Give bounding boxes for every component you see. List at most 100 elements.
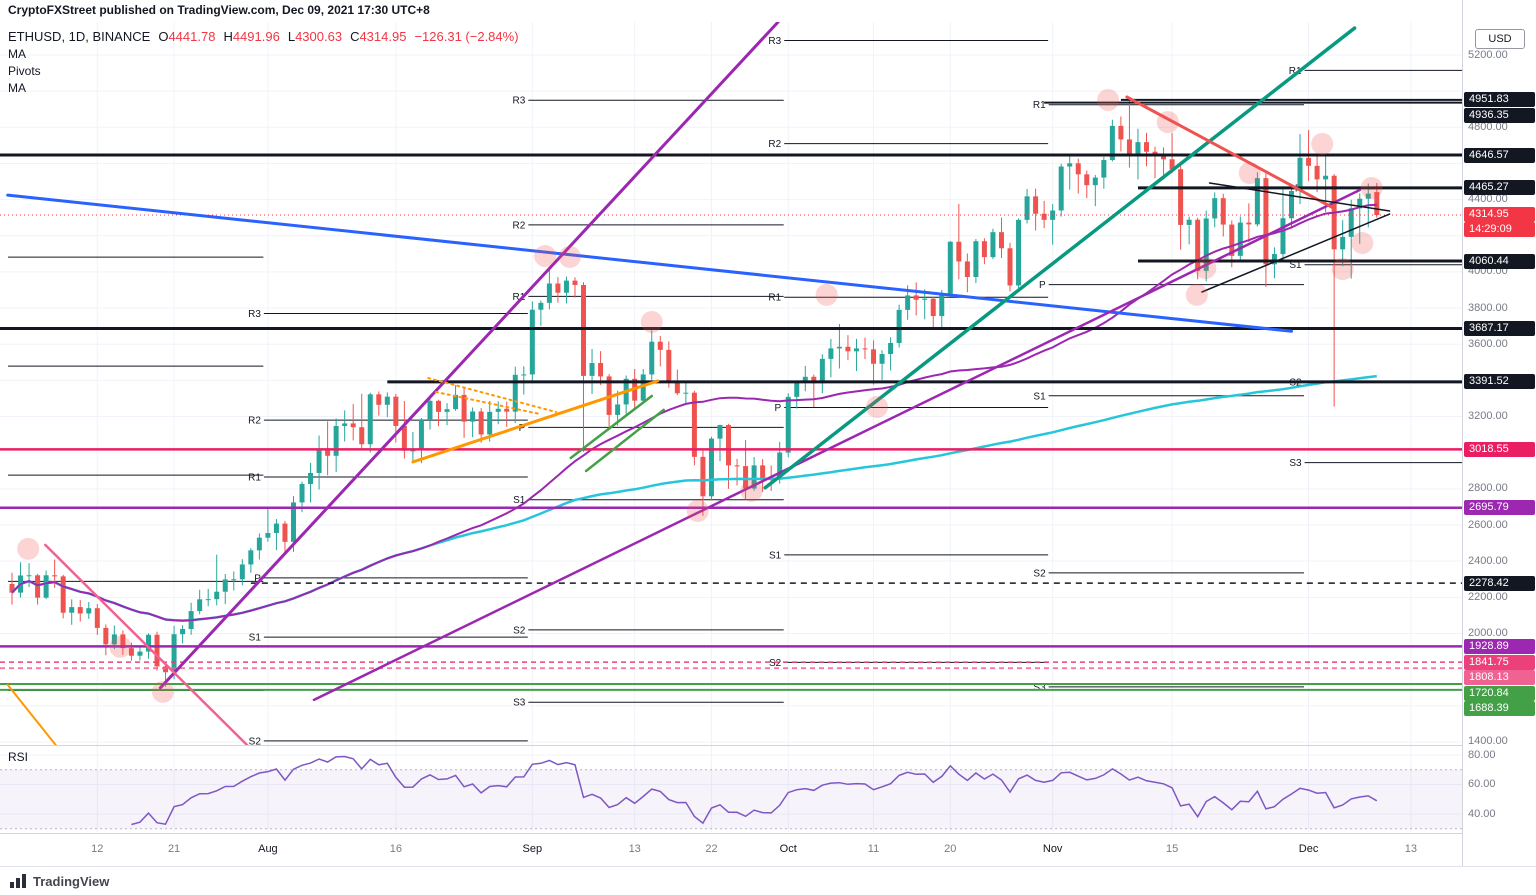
trendline[interactable] [427, 377, 558, 414]
rsi-pane [0, 755, 1462, 830]
price-tick: 2800.00 [1468, 482, 1508, 495]
candle-body [930, 298, 936, 317]
candle-body [1357, 198, 1363, 209]
price-level-badge: 3391.52 [1464, 374, 1535, 390]
trendline[interactable] [6, 193, 1293, 333]
candle-body [794, 382, 800, 397]
candle-body [239, 564, 245, 580]
pivot-label-r2: R2 [768, 139, 781, 150]
candle-body [555, 283, 561, 293]
trendline[interactable] [6, 683, 58, 748]
candle-body [726, 425, 732, 466]
swing-highlight-circle [1331, 258, 1354, 281]
low-label: L [287, 29, 296, 44]
candle-body [666, 349, 672, 381]
trendline[interactable] [44, 543, 250, 748]
pivot-label-p: P [775, 403, 782, 414]
trendline[interactable] [312, 188, 1361, 702]
trendline[interactable] [434, 390, 542, 416]
trendline[interactable] [584, 408, 665, 473]
candle-body [367, 394, 373, 445]
candle-body [1348, 208, 1354, 237]
currency-button[interactable]: USD [1475, 29, 1525, 49]
price-tick: 3200.00 [1468, 410, 1508, 423]
candle-body [290, 502, 296, 542]
price-tick: 2200.00 [1468, 590, 1508, 603]
candle-body [529, 309, 535, 375]
trendline[interactable] [158, 22, 780, 690]
candle-body [393, 396, 399, 426]
trendline[interactable] [763, 26, 1357, 490]
candle-body [777, 452, 783, 480]
candle-body [1203, 218, 1209, 271]
candle-body [888, 342, 894, 355]
trendline[interactable] [411, 379, 660, 464]
candle-body [384, 396, 390, 405]
price-level-badge: 4465.27 [1464, 180, 1535, 196]
candle-body [1340, 236, 1346, 250]
candle-body [939, 293, 945, 317]
tradingview-logo-icon[interactable] [10, 874, 27, 888]
trendline[interactable] [1125, 95, 1334, 209]
candle-body [896, 309, 902, 343]
candle-body [1084, 174, 1090, 186]
candle-body [1186, 219, 1192, 225]
candle-body [231, 579, 237, 581]
main-chart-canvas[interactable]: R3 R2 R1 P S1 S2 R3 R2 R1 P S1 S2 S3 R3 R2 R1 P S1 S2 S3 R1 P… [0, 0, 1462, 895]
candle-body [436, 400, 441, 412]
tradingview-logo-text[interactable]: TradingView [33, 873, 110, 889]
swing-highlight-circle [17, 537, 40, 560]
candle-body [461, 394, 467, 422]
candle-body [1314, 165, 1320, 180]
candle-body [615, 404, 621, 415]
trendline[interactable] [1201, 213, 1391, 293]
time-label: Nov [1042, 843, 1063, 855]
pivot-label-p: P [1039, 280, 1046, 291]
swing-highlight-circle [558, 245, 581, 268]
candle-body [77, 607, 83, 614]
price-level-badge: 2695.79 [1464, 500, 1535, 516]
candle-body [1220, 198, 1226, 225]
candle-body [359, 427, 365, 445]
candle-body [819, 358, 825, 384]
pivot-label-p: P [519, 423, 526, 434]
indicator-ma-2[interactable]: MA [8, 81, 26, 95]
candle-body [145, 634, 151, 652]
indicator-ma-1[interactable]: MA [8, 47, 26, 61]
trendline[interactable] [1208, 182, 1391, 212]
candle-body [751, 465, 757, 489]
candle-body [453, 394, 459, 410]
price-level-badge: 1928.89 [1464, 638, 1535, 654]
price-tick: 3800.00 [1468, 301, 1508, 314]
price-tick: 3600.00 [1468, 337, 1508, 350]
candle-body [60, 576, 66, 613]
candle-body [1237, 222, 1243, 256]
candle-body [418, 419, 424, 451]
candle-body [1007, 248, 1013, 286]
candle-body [197, 599, 203, 612]
swing-highlight-circle [1194, 256, 1217, 279]
pivot-label-r3: R3 [768, 36, 781, 47]
time-axis[interactable]: 12 21 Aug 16 Sep 13 22 Oct 11 20 Nov 15 Dec 13 [0, 833, 1462, 867]
last-price-badge: 4314.95 [1464, 207, 1535, 223]
candle-body [734, 465, 740, 467]
rsi-indicator-label[interactable]: RSI [8, 750, 29, 764]
candle-body [572, 280, 578, 285]
candle-body [470, 411, 476, 422]
candle-body [1135, 142, 1141, 157]
candle-body [26, 575, 32, 577]
time-label: Dec [1298, 843, 1319, 855]
indicator-pivots[interactable]: Pivots [8, 64, 41, 78]
candle-body [333, 425, 339, 456]
pivot-label-s3: S3 [1033, 682, 1046, 693]
candle-body [43, 575, 49, 598]
price-axis[interactable]: USD 5200.00 4800.00 4400.00 4000.00 3800.00 3… [1462, 0, 1536, 866]
symbol-legend-row[interactable]: ETHUSD, 1D, BINANCE O4441.78 H4491.96 L4300… [8, 29, 519, 44]
pivot-label-r3: R3 [513, 96, 526, 107]
trendline[interactable] [569, 394, 653, 460]
symbol-title[interactable]: ETHUSD, 1D, BINANCE [8, 29, 151, 44]
ma-fast-line [11, 203, 1377, 622]
candle-body [478, 411, 484, 435]
pivot-label-s2: S2 [1033, 568, 1046, 579]
candle-body [487, 411, 493, 435]
